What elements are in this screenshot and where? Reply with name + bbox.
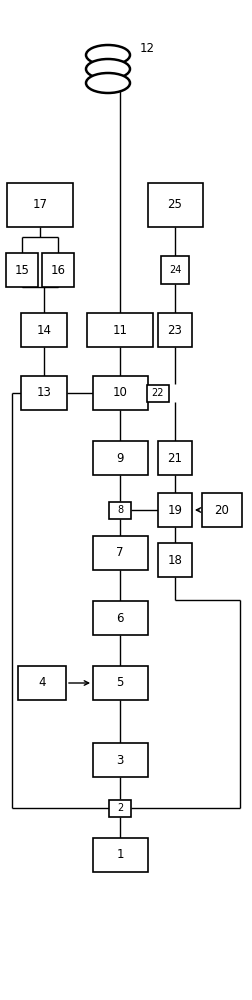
Bar [147,183,203,227]
Text: 6: 6 [116,611,124,624]
Bar [92,666,147,700]
Bar [7,183,73,227]
Text: 18: 18 [168,554,182,566]
Bar [92,536,147,570]
Text: 21: 21 [168,452,182,464]
Bar [92,743,147,777]
Bar [109,502,131,518]
Bar [158,493,192,527]
Text: 20: 20 [214,504,229,516]
Text: 16: 16 [50,263,66,276]
Text: 13: 13 [37,386,51,399]
Bar [158,313,192,347]
Text: 19: 19 [168,504,182,516]
Bar [92,441,147,475]
Ellipse shape [86,73,130,93]
Ellipse shape [86,45,130,65]
Ellipse shape [86,59,130,79]
Text: 10: 10 [113,386,128,399]
Bar [87,313,153,347]
Text: 11: 11 [112,324,128,336]
Text: 9: 9 [116,452,124,464]
Bar [158,441,192,475]
Bar [42,253,74,287]
Text: 8: 8 [117,505,123,515]
Text: 1: 1 [116,848,124,861]
Bar [21,376,67,410]
Text: 5: 5 [116,676,124,690]
Bar [92,601,147,635]
Bar [92,376,147,410]
Text: 3: 3 [116,754,124,766]
Bar [202,493,242,527]
Bar [6,253,38,287]
Bar [18,666,66,700]
Bar [21,313,67,347]
Text: 25: 25 [168,198,182,212]
Bar [109,800,131,816]
Text: 24: 24 [169,265,181,275]
Bar [161,256,189,284]
Text: 2: 2 [117,803,123,813]
Bar [92,838,147,872]
Text: 15: 15 [15,263,29,276]
Text: 23: 23 [168,324,182,336]
Bar [147,384,169,401]
Text: 4: 4 [38,676,46,690]
Text: 12: 12 [140,41,155,54]
Bar [158,543,192,577]
Text: 22: 22 [152,388,164,398]
Text: 7: 7 [116,546,124,560]
Text: 17: 17 [33,198,47,212]
Text: 14: 14 [37,324,51,336]
